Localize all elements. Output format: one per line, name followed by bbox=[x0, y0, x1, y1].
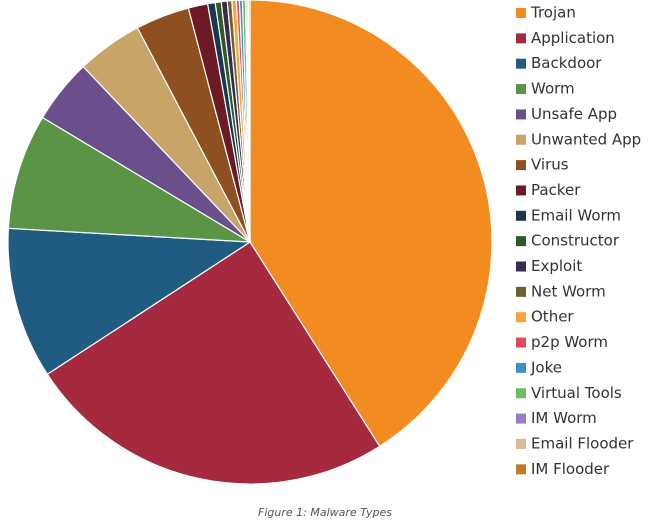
legend-label: Unsafe App bbox=[531, 105, 617, 123]
legend-swatch bbox=[516, 58, 526, 69]
legend-swatch bbox=[516, 109, 526, 120]
legend-swatch bbox=[516, 8, 526, 18]
legend-swatch bbox=[516, 185, 526, 196]
pie-slice bbox=[7, 116, 251, 243]
legend-swatch bbox=[516, 438, 526, 449]
legend-label: Virtual Tools bbox=[531, 384, 622, 402]
legend-label: Email Worm bbox=[531, 206, 621, 224]
legend-label: p2p Worm bbox=[531, 333, 608, 351]
legend-label: Net Worm bbox=[531, 282, 606, 300]
pie-slice bbox=[247, 0, 251, 243]
legend-swatch bbox=[516, 160, 526, 171]
legend-label: Email Flooder bbox=[531, 434, 634, 452]
legend-label: Virus bbox=[531, 156, 569, 174]
legend-swatch bbox=[516, 33, 526, 44]
legend-label: Backdoor bbox=[531, 54, 602, 72]
legend-swatch bbox=[516, 286, 526, 297]
legend-swatch bbox=[516, 261, 526, 272]
legend-swatch bbox=[516, 210, 526, 221]
legend-swatch bbox=[516, 134, 526, 145]
legend-label: Application bbox=[531, 29, 615, 47]
legend-label: IM Flooder bbox=[531, 460, 610, 478]
legend-label: Unwanted App bbox=[531, 130, 641, 148]
legend-swatch bbox=[516, 388, 526, 399]
legend-swatch bbox=[516, 236, 526, 247]
legend-swatch bbox=[516, 312, 526, 323]
pie-slice bbox=[249, 0, 493, 448]
pie-slice bbox=[46, 241, 381, 485]
legend-label: Trojan bbox=[530, 4, 576, 22]
legend-label: Joke bbox=[530, 358, 562, 376]
legend-swatch bbox=[516, 337, 526, 348]
legend-label: Other bbox=[531, 308, 574, 326]
legend-label: Worm bbox=[531, 80, 575, 98]
legend-label: Packer bbox=[531, 181, 581, 199]
legend-swatch bbox=[516, 464, 526, 475]
pie-slice bbox=[7, 227, 252, 376]
legend-label: IM Worm bbox=[531, 409, 597, 427]
chart-caption: Figure 1: Malware Types bbox=[258, 506, 392, 519]
legend-swatch bbox=[516, 413, 526, 424]
legend-swatch bbox=[516, 84, 526, 95]
legend-swatch bbox=[516, 362, 526, 373]
legend-label: Constructor bbox=[531, 232, 620, 250]
legend-label: Exploit bbox=[531, 257, 582, 275]
